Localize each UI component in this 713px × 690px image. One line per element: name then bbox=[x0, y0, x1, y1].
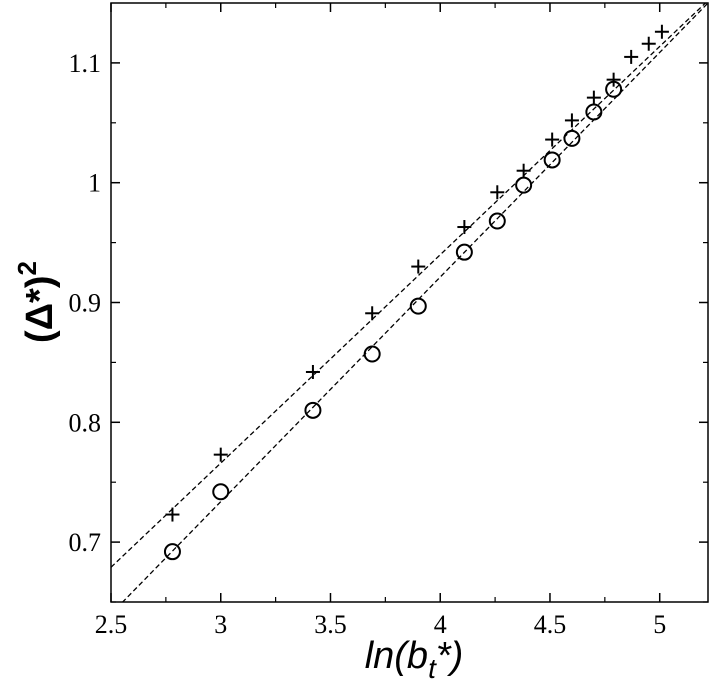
plus-marker bbox=[654, 24, 669, 39]
circle-marker bbox=[212, 483, 230, 501]
plus-marker bbox=[411, 259, 426, 274]
plus-marker bbox=[516, 163, 531, 178]
y-tick-label: 0.8 bbox=[69, 408, 102, 437]
circle-marker bbox=[163, 543, 181, 561]
plus-marker bbox=[213, 447, 228, 462]
y-tick-label: 1.1 bbox=[69, 49, 102, 78]
fit-line-2 bbox=[121, 3, 708, 602]
x-tick-label: 3 bbox=[214, 610, 227, 639]
circle-marker bbox=[563, 129, 581, 147]
plus-marker bbox=[365, 306, 380, 321]
y-axis-title-superscript: 2 bbox=[12, 261, 42, 275]
plus-marker bbox=[624, 49, 639, 64]
y-tick-label: 0.9 bbox=[69, 289, 102, 318]
x-tick-label: 5 bbox=[653, 610, 666, 639]
plus-marker bbox=[564, 113, 579, 128]
plus-marker bbox=[586, 90, 601, 105]
circle-marker bbox=[409, 297, 427, 315]
circle-marker bbox=[543, 151, 561, 169]
plus-marker bbox=[545, 132, 560, 147]
y-axis-title: (Δ*)2 bbox=[12, 261, 61, 343]
circle-marker bbox=[488, 212, 506, 230]
x-tick-label: 3.5 bbox=[314, 610, 347, 639]
plus-marker bbox=[490, 185, 505, 200]
data-points bbox=[163, 24, 669, 561]
y-axis: 0.7 0.8 0.9 1 1.1 bbox=[69, 49, 708, 603]
y-tick-label: 1 bbox=[88, 169, 101, 198]
x-axis-title-subscript: t bbox=[428, 653, 437, 684]
circle-marker bbox=[605, 80, 623, 98]
circle-marker bbox=[363, 345, 381, 363]
x-axis: 2.5 3 3.5 4 4.5 5 bbox=[95, 3, 666, 639]
x-tick-label: 4 bbox=[434, 610, 447, 639]
fit-line-1 bbox=[111, 3, 707, 568]
circle-marker bbox=[585, 103, 603, 121]
circle-marker bbox=[304, 401, 322, 419]
plus-marker bbox=[305, 364, 320, 379]
circle-marker bbox=[515, 176, 533, 194]
x-tick-label: 4.5 bbox=[534, 610, 567, 639]
plot-frame bbox=[110, 2, 709, 603]
x-tick-label: 2.5 bbox=[95, 610, 128, 639]
circle-marker bbox=[455, 243, 473, 261]
plus-marker bbox=[606, 72, 621, 87]
x-axis-title-main: ln(b bbox=[365, 635, 428, 677]
plus-marker bbox=[641, 36, 656, 51]
x-axis-title: ln(bt*) bbox=[365, 635, 464, 684]
y-axis-title-main: (Δ*) bbox=[19, 276, 61, 343]
fit-lines bbox=[111, 3, 708, 602]
y-tick-label: 0.7 bbox=[69, 528, 102, 557]
x-axis-title-tail: *) bbox=[436, 635, 463, 677]
plus-marker bbox=[165, 507, 180, 522]
plus-marker bbox=[457, 220, 472, 235]
